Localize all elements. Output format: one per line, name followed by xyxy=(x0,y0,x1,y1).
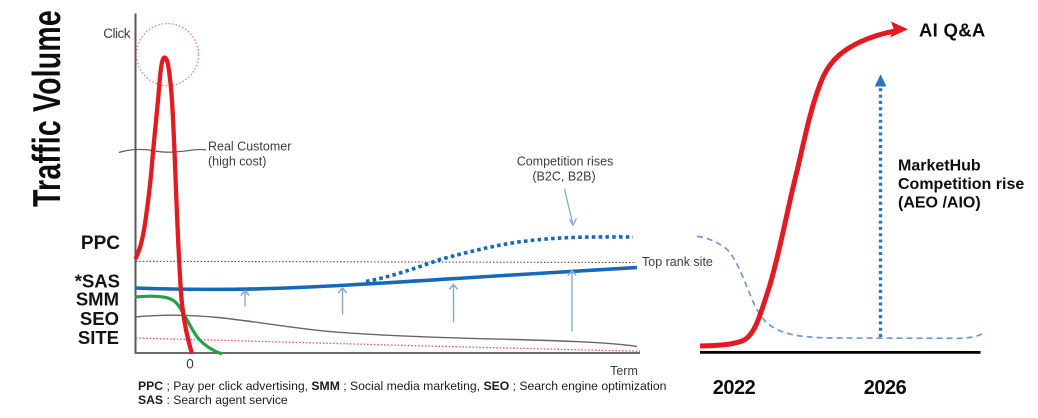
svg-text:Click: Click xyxy=(103,26,130,41)
svg-text:Term: Term xyxy=(610,364,638,378)
svg-text:PPC ; Pay per click advertisin: PPC ; Pay per click advertising, SMM ; S… xyxy=(138,379,666,393)
svg-text:AI Q&A: AI Q&A xyxy=(919,20,986,41)
svg-text:Competition rises: Competition rises xyxy=(517,155,614,169)
svg-text:Traffic Volume: Traffic Volume xyxy=(26,10,70,207)
svg-text:2026: 2026 xyxy=(864,377,907,399)
svg-text:(high cost): (high cost) xyxy=(208,155,266,169)
svg-text:MarketHub: MarketHub xyxy=(898,158,981,175)
svg-text:(AEO /AIO): (AEO /AIO) xyxy=(898,195,981,212)
svg-text:PPC: PPC xyxy=(81,233,120,254)
svg-text:2022: 2022 xyxy=(713,377,756,399)
svg-text:Competition rise: Competition rise xyxy=(898,176,1024,193)
svg-text:*SAS: *SAS xyxy=(75,271,120,292)
svg-text:Real Customer: Real Customer xyxy=(208,140,291,154)
svg-text:0: 0 xyxy=(186,357,194,372)
svg-text:SAS : Search agent service: SAS : Search agent service xyxy=(138,393,288,407)
svg-text:SEO: SEO xyxy=(80,308,119,329)
svg-text:Top rank site: Top rank site xyxy=(642,255,713,269)
svg-text:(B2C, B2B): (B2C, B2B) xyxy=(532,170,595,184)
svg-text:SMM: SMM xyxy=(76,289,119,310)
svg-text:SITE: SITE xyxy=(78,327,119,348)
